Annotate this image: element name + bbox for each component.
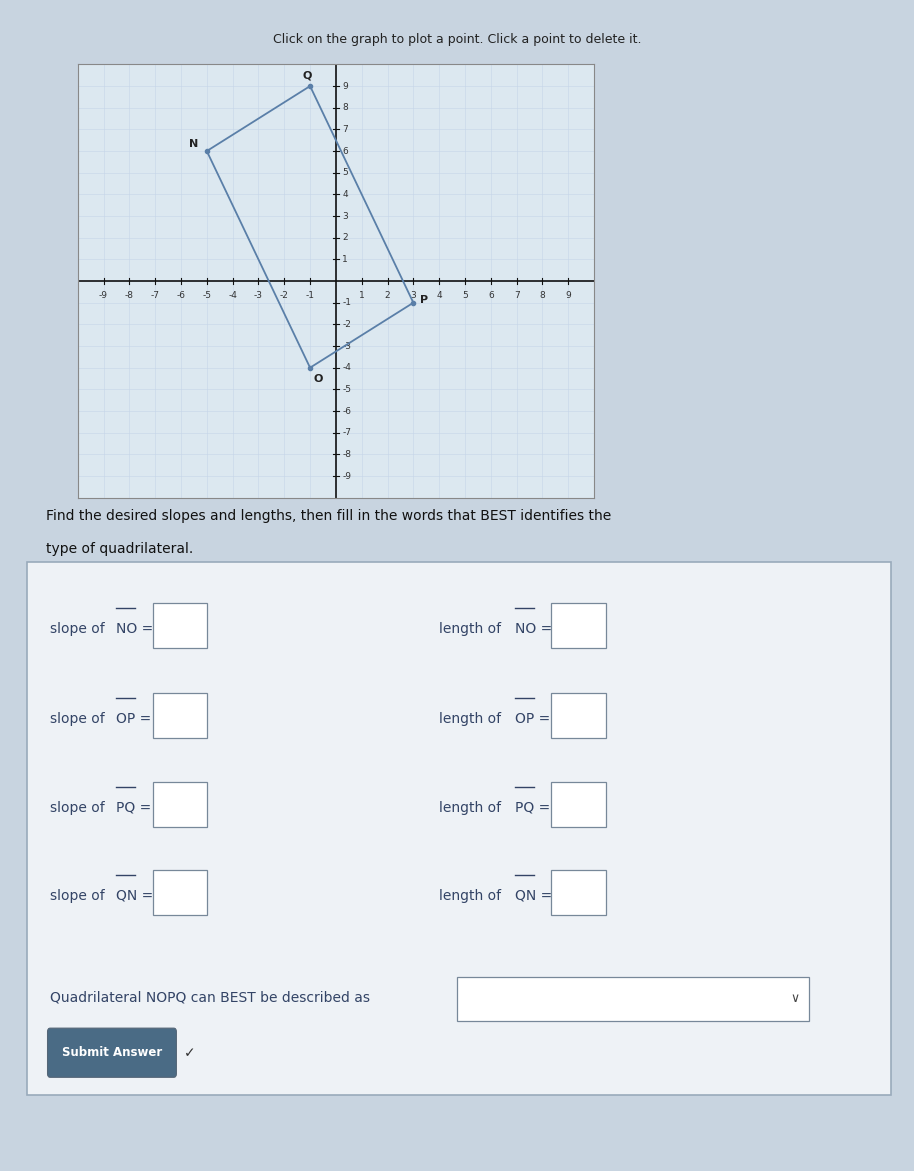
Text: -4: -4 [228,290,237,300]
Text: 2: 2 [343,233,348,242]
Text: -7: -7 [343,429,351,437]
Text: OP =: OP = [515,712,550,726]
Text: -2: -2 [280,290,289,300]
Text: 7: 7 [514,290,519,300]
Text: -6: -6 [176,290,186,300]
Text: 1: 1 [343,255,348,263]
Text: QN =: QN = [116,889,154,903]
Text: -8: -8 [343,450,351,459]
Text: Q: Q [303,70,312,81]
Text: length of: length of [439,801,505,815]
Text: -4: -4 [343,363,351,372]
Text: slope of: slope of [50,889,110,903]
Text: -3: -3 [254,290,263,300]
Text: 2: 2 [385,290,390,300]
Text: length of: length of [439,622,505,636]
Text: 4: 4 [343,190,348,199]
Text: 6: 6 [343,146,348,156]
Text: 9: 9 [343,82,348,90]
Text: -6: -6 [343,406,351,416]
Text: 8: 8 [539,290,546,300]
Text: 5: 5 [343,169,348,177]
Text: length of: length of [439,889,505,903]
Text: slope of: slope of [50,712,110,726]
Text: OP =: OP = [116,712,152,726]
Text: O: O [314,374,324,384]
Text: 4: 4 [436,290,442,300]
Text: -1: -1 [343,299,351,307]
Text: -7: -7 [151,290,160,300]
Text: 3: 3 [343,212,348,220]
Text: PQ =: PQ = [515,801,550,815]
Text: QN =: QN = [515,889,552,903]
Text: -9: -9 [99,290,108,300]
Text: 9: 9 [566,290,571,300]
Text: 8: 8 [343,103,348,112]
Text: Click on the graph to plot a point. Click a point to delete it.: Click on the graph to plot a point. Clic… [272,33,642,46]
Text: 7: 7 [343,125,348,133]
Text: Submit Answer: Submit Answer [62,1046,162,1060]
Text: Quadrilateral NOPQ can BEST be described as: Quadrilateral NOPQ can BEST be described… [50,991,370,1005]
Text: N: N [188,138,198,149]
Text: 5: 5 [462,290,468,300]
Text: NO =: NO = [116,622,154,636]
Text: -5: -5 [343,385,351,393]
Text: ✓: ✓ [185,1046,196,1060]
Text: PQ =: PQ = [116,801,152,815]
Text: NO =: NO = [515,622,552,636]
Text: -2: -2 [343,320,351,329]
Text: -1: -1 [305,290,314,300]
Text: -9: -9 [343,472,351,480]
Text: 3: 3 [410,290,416,300]
Text: slope of: slope of [50,622,110,636]
Text: 1: 1 [359,290,365,300]
Text: 6: 6 [488,290,494,300]
Text: -3: -3 [343,342,351,350]
Text: P: P [420,295,428,304]
Text: length of: length of [439,712,505,726]
Text: slope of: slope of [50,801,110,815]
Text: type of quadrilateral.: type of quadrilateral. [46,542,193,556]
Text: -5: -5 [202,290,211,300]
Text: ∨: ∨ [791,992,800,1006]
Text: -8: -8 [125,290,133,300]
Text: Find the desired slopes and lengths, then fill in the words that BEST identifies: Find the desired slopes and lengths, the… [46,509,611,523]
